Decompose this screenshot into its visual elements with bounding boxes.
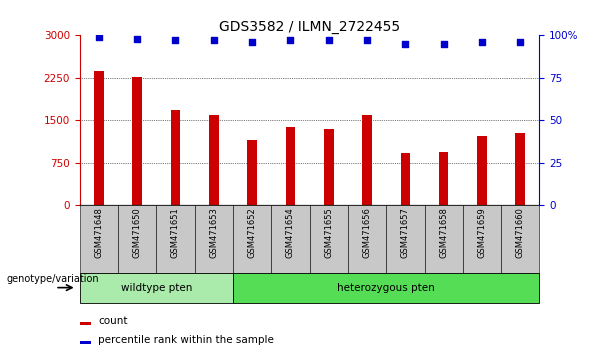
Bar — [118, 205, 156, 273]
Point — [477, 39, 487, 45]
Text: GSM471653: GSM471653 — [209, 207, 218, 258]
Text: count: count — [98, 316, 128, 326]
Text: wildtype pten: wildtype pten — [121, 282, 192, 293]
Bar — [94, 70, 104, 205]
Bar — [477, 136, 487, 205]
Text: GSM471648: GSM471648 — [94, 207, 104, 258]
Text: GSM471650: GSM471650 — [132, 207, 142, 258]
Point — [362, 38, 372, 43]
Text: percentile rank within the sample: percentile rank within the sample — [98, 335, 274, 345]
Text: GSM471651: GSM471651 — [171, 207, 180, 258]
Bar — [286, 127, 295, 205]
Bar — [271, 205, 310, 273]
Bar — [80, 205, 118, 273]
Bar — [463, 205, 501, 273]
Point — [516, 39, 525, 45]
Text: GSM471652: GSM471652 — [248, 207, 257, 258]
Bar — [424, 205, 463, 273]
Bar — [195, 205, 233, 273]
Point — [170, 38, 180, 43]
Text: GSM471656: GSM471656 — [362, 207, 371, 258]
Bar — [233, 205, 271, 273]
Text: genotype/variation: genotype/variation — [6, 274, 99, 284]
Bar — [501, 205, 539, 273]
Bar — [247, 140, 257, 205]
Bar — [209, 115, 219, 205]
Text: GSM471660: GSM471660 — [516, 207, 525, 258]
Bar — [170, 110, 180, 205]
Bar — [233, 273, 539, 303]
Bar — [156, 205, 195, 273]
Point — [247, 39, 257, 45]
Bar — [80, 321, 91, 325]
Point — [209, 38, 219, 43]
Bar — [80, 273, 233, 303]
Bar — [386, 205, 424, 273]
Bar — [324, 129, 333, 205]
Text: GSM471654: GSM471654 — [286, 207, 295, 258]
Bar — [516, 133, 525, 205]
Point — [439, 41, 449, 47]
Text: GSM471659: GSM471659 — [478, 207, 487, 258]
Title: GDS3582 / ILMN_2722455: GDS3582 / ILMN_2722455 — [219, 21, 400, 34]
Bar — [439, 152, 449, 205]
Text: GSM471658: GSM471658 — [439, 207, 448, 258]
Point — [324, 38, 333, 43]
Point — [132, 36, 142, 42]
Bar — [400, 153, 410, 205]
Text: heterozygous pten: heterozygous pten — [337, 282, 435, 293]
Bar — [362, 115, 372, 205]
Point — [400, 41, 410, 47]
Text: GSM471657: GSM471657 — [401, 207, 410, 258]
Text: GSM471655: GSM471655 — [324, 207, 333, 258]
Bar — [80, 341, 91, 344]
Point — [286, 38, 295, 43]
Point — [94, 34, 104, 40]
Bar — [348, 205, 386, 273]
Bar — [132, 77, 142, 205]
Bar — [310, 205, 348, 273]
